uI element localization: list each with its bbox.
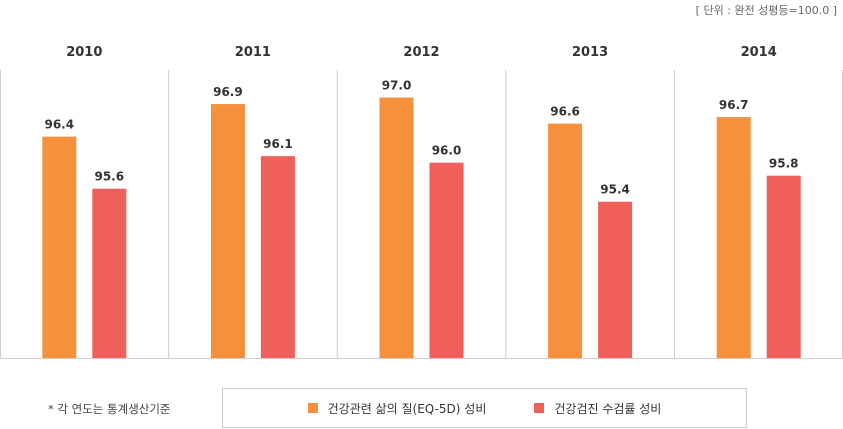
year-label-2011: 2011 [235,45,271,60]
legend-item-checkup: 건강검진 수검률 성비 [534,400,661,417]
bar-checkup-2012 [429,162,464,358]
data-label-eq5d-2011: 96.9 [213,85,243,99]
bar-eq5d-2012 [379,97,414,359]
data-label-checkup-2013: 95.4 [600,183,630,197]
bar-checkup-2011 [260,156,295,358]
footnote: * 각 연도는 통계생산기준 [48,402,171,416]
legend-swatch-eq5d [307,403,318,413]
unit-label: [ 단위 : 완전 성평등=100.0 ] [695,4,837,17]
bar-checkup-2010 [92,188,127,358]
legend-label-eq5d: 건강관련 삶의 질(EQ-5D) 성비 [327,401,487,416]
bar-eq5d-2011 [210,104,245,358]
legend-item-eq5d: 건강관련 삶의 질(EQ-5D) 성비 [307,400,487,417]
data-label-checkup-2011: 96.1 [263,137,293,151]
data-label-eq5d-2013: 96.6 [550,105,580,119]
legend-swatch-checkup [534,403,545,413]
legend: 건강관련 삶의 질(EQ-5D) 성비 건강검진 수검률 성비 [222,388,747,428]
year-label-2012: 2012 [403,45,439,60]
bar-eq5d-2013 [548,123,583,358]
year-label-2010: 2010 [66,45,102,60]
bar-eq5d-2014 [716,117,751,358]
legend-label-checkup: 건강검진 수검률 성비 [554,401,662,416]
data-label-eq5d-2012: 97.0 [382,79,412,93]
year-label-2014: 2014 [741,45,777,60]
data-label-eq5d-2010: 96.4 [44,118,74,132]
year-label-2013: 2013 [572,45,608,60]
bar-chart: 2010 96.4 95.6 2011 96.9 96.1 2012 97.0 96.0 2013… [0,45,843,359]
data-label-checkup-2014: 95.8 [769,157,799,171]
bar-eq5d-2010 [42,136,77,358]
data-label-checkup-2010: 95.6 [94,170,124,184]
bar-checkup-2014 [766,175,801,358]
data-label-checkup-2012: 96.0 [432,144,462,158]
bar-checkup-2013 [598,201,633,358]
data-label-eq5d-2014: 96.7 [719,98,749,112]
